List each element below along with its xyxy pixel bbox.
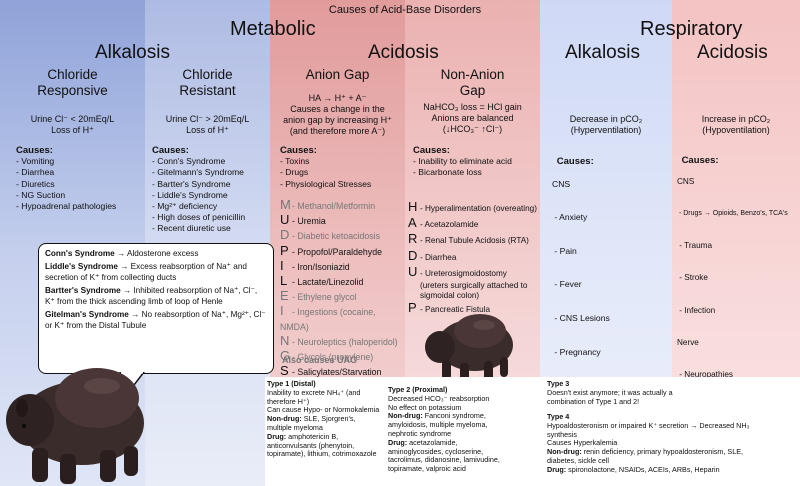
mudpiles-item: E- Ethylene glycol (280, 288, 357, 304)
anion-gap-title: Anion Gap (305, 67, 370, 82)
resp-acidosis-description: Increase in pCO₂ (Hypoventilation) (701, 114, 771, 135)
rta-types-panel (265, 377, 800, 486)
rta-type-2: Type 2 (Proximal) Decreased HCO₃⁻ reabso… (388, 385, 500, 474)
anion-gap-causes: Causes: - Toxins - Drugs - Physiological… (280, 145, 372, 189)
hardup-item: D- Diarrhea (408, 247, 457, 263)
also-causes-uag: Also causes UAG (282, 355, 358, 365)
non-anion-gap-causes: Causes: - Inability to eliminate acid - … (413, 145, 512, 178)
rta-type-4: Type 4 Hypoaldosteronism or impaired K⁺ … (547, 412, 750, 474)
metabolic-heading: Metabolic (230, 18, 316, 40)
mudpiles-item: U- Uremia (280, 212, 326, 228)
mudpiles-item: S- Salicylates/Starvation (280, 363, 382, 379)
resp-alkalosis-description: Decrease in pCO₂ (Hyperventilation) (569, 114, 643, 135)
chloride-resistant-criteria: Urine Cl⁻ > 20mEq/L Loss of H⁺ (165, 114, 250, 135)
chloride-responsive-causes: Causes: - Vomiting - Diarrhea - Diuretic… (16, 145, 117, 212)
mudpiles-item: N- Neuroleptics (haloperidol) (280, 332, 398, 348)
hardup-item: R- Renal Tubule Acidosis (RTA) (408, 231, 529, 247)
chloride-resistant-title: Chloride Resistant (179, 67, 236, 98)
mudpiles-item: I- Ingestions (cocaine, NMDA) (280, 303, 376, 332)
metabolic-acidosis-heading: Acidosis (368, 42, 439, 63)
rta-type-3: Type 3 Doesn't exist anymore; it was act… (547, 379, 673, 406)
mudpiles-item: D- Diabetic ketoacidosis (280, 227, 381, 243)
metabolic-alkalosis-heading: Alkalosis (95, 42, 170, 63)
hardup-item: H- Hyperalimentation (overeating) (408, 199, 537, 214)
rta-type-1: Type 1 (Distal) Inability to excrete NH₄… (267, 379, 380, 459)
non-anion-gap-description: NaHCO₃ loss = HCl gain Anions are balanc… (423, 102, 522, 134)
chloride-resistant-causes: Causes: - Conn's Syndrome - Gitelmann's … (152, 145, 246, 234)
hardup-item: A- Acetazolamide (408, 215, 479, 231)
hardup-mnemonic: H- Hyperalimentation (overeating) A- Ace… (408, 199, 540, 317)
respiratory-alkalosis-heading: Alkalosis (565, 42, 640, 63)
anion-gap-description: HA → H⁺ + A⁻ Causes a change in the anio… (283, 93, 392, 136)
hardup-item: U- Ureterosigmoidostomy (408, 263, 507, 279)
mudpiles-item: M- Methanol/Metformin (280, 197, 376, 212)
syndromes-callout: Conn's Syndrome → Aldosterone excess Lid… (38, 243, 274, 374)
chloride-responsive-title: Chloride Responsive (37, 67, 108, 98)
mudpiles-item: G- Glycols (propylene) (280, 348, 374, 364)
chloride-responsive-criteria: Urine Cl⁻ < 20mEq/L Loss of H⁺ (30, 114, 115, 135)
mudpiles-mnemonic: M- Methanol/Metformin U- Uremia D- Diabe… (280, 197, 405, 379)
mudpiles-item: I- Iron/Isoniazid (280, 257, 350, 273)
mudpiles-item: P- Propofol/Paraldehyde (280, 242, 382, 258)
bison-illustration-small (425, 314, 513, 382)
mudpiles-item: L- Lactate/Linezolid (280, 273, 364, 289)
respiratory-heading: Respiratory (640, 18, 743, 40)
hardup-item: P- Pancreatic Fistula (408, 300, 491, 316)
page-title: Causes of Acid-Base Disorders (328, 4, 482, 16)
bison-illustration-large (6, 368, 144, 484)
respiratory-acidosis-heading: Acidosis (697, 42, 768, 63)
non-anion-gap-title: Non-Anion Gap (440, 67, 505, 98)
